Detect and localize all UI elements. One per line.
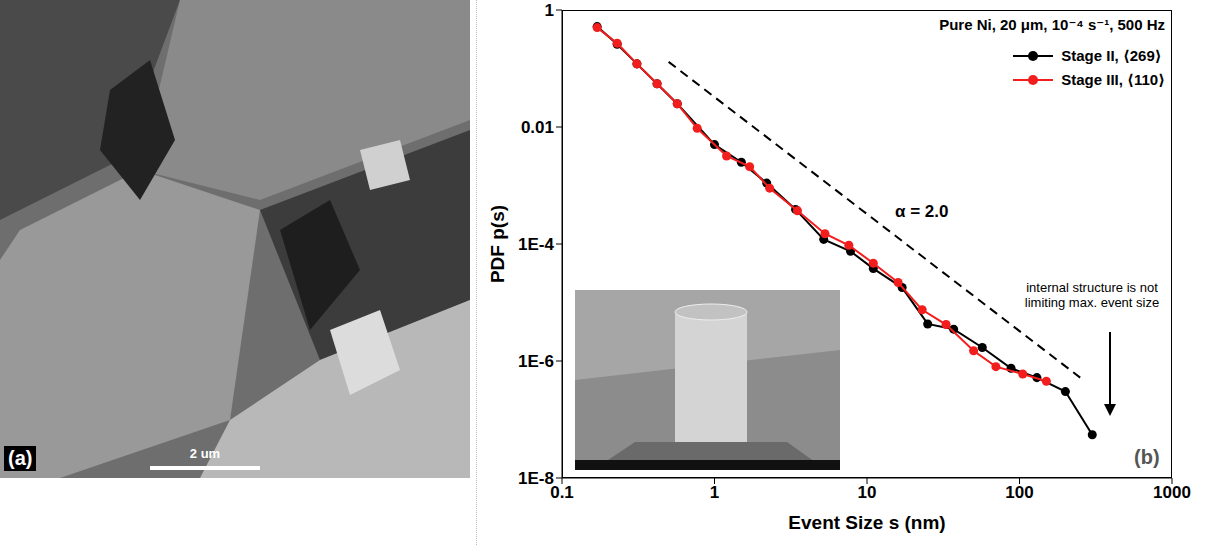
html-text:Pure Ni, 20 μm, 10⁻⁴ s⁻¹, 500: Pure Ni, 20 μm, 10⁻⁴ s⁻¹, 500 Hz bbox=[939, 16, 1165, 33]
svg-text:1E-8: 1E-8 bbox=[518, 469, 554, 488]
html-text:Event Size s (nm): Event Size s (nm) bbox=[788, 512, 946, 533]
svg-text:1E-4: 1E-4 bbox=[518, 235, 554, 254]
svg-text:1: 1 bbox=[710, 483, 719, 502]
html-text:(b): (b) bbox=[1134, 446, 1160, 468]
html-text:(a): (a) bbox=[8, 447, 33, 469]
svg-text:10: 10 bbox=[858, 483, 877, 502]
html-text:Stage II, ⟨269⟩: Stage II, ⟨269⟩ bbox=[1061, 47, 1162, 64]
html-text:internal structure is not limi: internal structure is not limiting max. … bbox=[1024, 280, 1160, 310]
svg-text:1E-6: 1E-6 bbox=[518, 352, 554, 371]
svg-text:1000: 1000 bbox=[1153, 483, 1191, 502]
html-text:PDF p(s): PDF p(s) bbox=[487, 204, 508, 284]
svg-text:0.01: 0.01 bbox=[521, 118, 554, 137]
svg-text:0.1: 0.1 bbox=[550, 483, 574, 503]
svg-text:100: 100 bbox=[1005, 483, 1033, 502]
html-text:α = 2.0: α = 2.0 bbox=[895, 202, 949, 221]
html-text:2 um: 2 um bbox=[189, 446, 221, 461]
svg-text:1: 1 bbox=[545, 1, 554, 20]
html-text:Stage III, ⟨110⟩: Stage III, ⟨110⟩ bbox=[1061, 71, 1165, 88]
